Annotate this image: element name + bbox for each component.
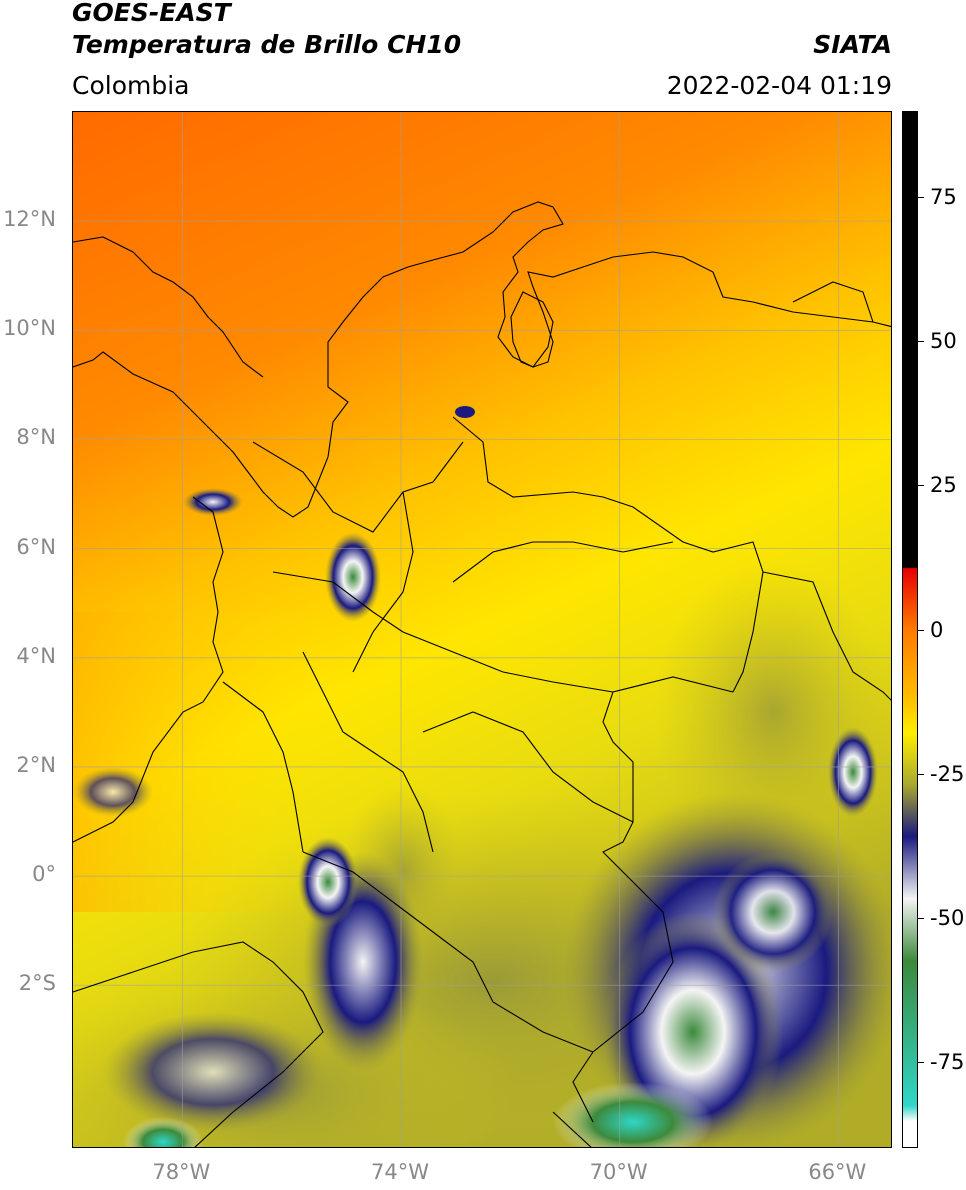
temperature-colorbar [902,111,918,1148]
satellite-title: GOES-EAST [72,0,231,27]
agency-label: SIATA [813,30,892,59]
border-ecuador-peru [73,941,324,1147]
lat-tick-label: 12°N [3,207,56,232]
border-internal-4 [422,711,634,823]
colorbar-tick-label: 0 [930,617,944,642]
lon-tick-label: 78°W [152,1160,211,1184]
map-canvas [73,112,891,1147]
coastline-panama [73,236,264,378]
storm-core-cyan [553,1082,713,1147]
lat-tick-label: 0° [32,862,56,887]
border-colombia-venezuela [452,416,764,693]
storm-core-east-edge [828,727,878,817]
colorbar-tick [918,917,924,919]
datetime-label: 2022-02-04 01:19 [666,71,892,100]
coastline-caribbean [73,201,891,518]
colorbar-tick-label: -75 [930,1049,965,1074]
lat-tick-label: 10°N [3,316,56,341]
lat-tick-label: 2°S [18,971,56,996]
storm-spot-north [455,406,475,418]
storm-southwest [103,1012,323,1132]
lat-tick-label: 6°N [16,534,56,559]
storm-core-antioquia [325,532,381,622]
lon-tick-label: 70°W [589,1160,648,1184]
border-colombia-peru [302,851,594,1053]
graticule [73,112,891,1147]
storm-core-southwest [123,1117,203,1147]
lon-tick-label: 74°W [371,1160,429,1184]
lat-tick-label: 8°N [16,425,56,450]
colorbar-tick-label: 75 [930,185,957,210]
lat-tick-label: 2°N [16,752,56,777]
border-internal-3 [302,651,434,853]
product-title: Temperatura de Brillo CH10 [72,30,462,59]
colorbar-tick-label: 25 [930,473,957,498]
colorbar-tick [918,629,924,631]
storm-panama [183,488,243,516]
border-internal-5 [352,491,414,673]
storm-core-northeast [713,852,833,972]
storm-core-ecuador [298,837,358,927]
colorbar-tick-label: -25 [930,761,965,786]
colorbar-tick [918,485,924,487]
region-label: Colombia [72,71,190,100]
lat-tick-label: 4°N [16,643,56,668]
border-colombia-brazil [572,676,734,1123]
colorbar-tick [918,1061,924,1063]
lon-tick-label: 66°W [808,1160,867,1184]
border-guyana [792,281,874,323]
colorbar-tick [918,197,924,199]
border-internal-1 [252,441,464,533]
border-internal-7 [222,681,304,853]
borders [73,201,891,1147]
storm-pacific [73,767,153,817]
peru-river-line [552,1111,592,1147]
coastline-pacific [73,496,224,843]
colorbar-tick-label: 50 [930,329,957,354]
border-internal-2 [272,571,614,693]
satellite-map[interactable] [72,111,892,1148]
lake-maracaibo [510,291,554,368]
colorbar-tick [918,773,924,775]
border-brazil-venezuela [762,571,891,701]
border-internal-6 [452,541,674,583]
colorbar-tick [918,341,924,343]
colorbar-tick-label: -50 [930,905,965,930]
